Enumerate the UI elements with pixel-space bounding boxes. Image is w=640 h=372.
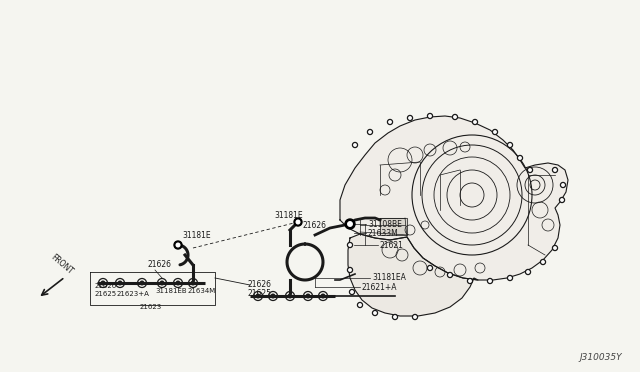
- Circle shape: [519, 157, 521, 159]
- Circle shape: [493, 129, 497, 135]
- Text: 21634M: 21634M: [188, 288, 216, 294]
- Text: 31181E: 31181E: [274, 211, 303, 220]
- Circle shape: [351, 291, 353, 293]
- Circle shape: [552, 246, 557, 250]
- Circle shape: [468, 280, 471, 282]
- Text: 21621: 21621: [380, 241, 404, 250]
- Circle shape: [452, 115, 458, 119]
- Circle shape: [349, 269, 351, 271]
- Circle shape: [429, 267, 431, 269]
- Circle shape: [306, 294, 310, 298]
- Text: J310035Y: J310035Y: [579, 353, 622, 362]
- Circle shape: [428, 266, 433, 270]
- Text: 21623: 21623: [140, 304, 163, 310]
- Circle shape: [509, 277, 511, 279]
- Circle shape: [349, 244, 351, 246]
- Circle shape: [296, 220, 300, 224]
- Circle shape: [413, 314, 417, 320]
- Circle shape: [494, 131, 496, 133]
- Circle shape: [345, 219, 355, 229]
- Circle shape: [561, 183, 566, 187]
- Circle shape: [525, 269, 531, 275]
- Circle shape: [474, 121, 476, 123]
- Text: 31181EB: 31181EB: [155, 288, 187, 294]
- Text: 21633M: 21633M: [368, 228, 399, 237]
- Circle shape: [348, 222, 352, 226]
- Circle shape: [354, 144, 356, 146]
- Text: 21626: 21626: [248, 280, 272, 289]
- Circle shape: [552, 167, 557, 173]
- Circle shape: [349, 289, 355, 295]
- Circle shape: [387, 119, 392, 125]
- Circle shape: [118, 281, 122, 285]
- Text: 31108BE: 31108BE: [368, 219, 402, 228]
- Circle shape: [374, 312, 376, 314]
- Circle shape: [518, 155, 522, 160]
- Text: 21626: 21626: [95, 283, 117, 289]
- Text: 21625: 21625: [95, 291, 117, 297]
- Circle shape: [541, 260, 545, 264]
- Circle shape: [408, 115, 413, 121]
- Circle shape: [508, 142, 513, 148]
- Circle shape: [369, 131, 371, 133]
- Circle shape: [367, 129, 372, 135]
- Circle shape: [140, 281, 144, 285]
- Circle shape: [527, 271, 529, 273]
- Circle shape: [529, 169, 531, 171]
- Circle shape: [542, 261, 544, 263]
- Circle shape: [454, 116, 456, 118]
- Text: 21621+A: 21621+A: [362, 282, 397, 292]
- Circle shape: [488, 279, 493, 283]
- Circle shape: [191, 281, 195, 285]
- Circle shape: [353, 142, 358, 148]
- Circle shape: [527, 167, 532, 173]
- Circle shape: [467, 279, 472, 283]
- Text: 21626: 21626: [148, 260, 172, 269]
- Circle shape: [294, 218, 302, 226]
- Text: 21625: 21625: [248, 289, 272, 298]
- Circle shape: [348, 243, 353, 247]
- Circle shape: [414, 316, 416, 318]
- Circle shape: [409, 117, 411, 119]
- Circle shape: [449, 274, 451, 276]
- Circle shape: [429, 115, 431, 117]
- Circle shape: [559, 198, 564, 202]
- Text: 21626: 21626: [303, 221, 327, 230]
- Text: 21623+A: 21623+A: [117, 291, 150, 297]
- Circle shape: [101, 281, 105, 285]
- Circle shape: [447, 273, 452, 278]
- Circle shape: [394, 316, 396, 318]
- Circle shape: [554, 169, 556, 171]
- Circle shape: [509, 144, 511, 146]
- Circle shape: [392, 314, 397, 320]
- Text: FRONT: FRONT: [49, 252, 75, 276]
- Circle shape: [348, 267, 353, 273]
- Circle shape: [388, 121, 391, 123]
- Circle shape: [428, 113, 433, 119]
- Text: 31181E: 31181E: [182, 231, 211, 240]
- Text: 31181EA: 31181EA: [372, 273, 406, 282]
- Circle shape: [176, 281, 180, 285]
- Circle shape: [372, 311, 378, 315]
- Circle shape: [271, 294, 275, 298]
- Circle shape: [358, 302, 362, 308]
- Circle shape: [174, 241, 182, 249]
- Circle shape: [472, 119, 477, 125]
- Polygon shape: [340, 116, 568, 280]
- Circle shape: [561, 199, 563, 201]
- Circle shape: [562, 184, 564, 186]
- Circle shape: [508, 276, 513, 280]
- Circle shape: [489, 280, 491, 282]
- Circle shape: [160, 281, 164, 285]
- Circle shape: [256, 294, 260, 298]
- Circle shape: [321, 294, 324, 298]
- Circle shape: [359, 304, 361, 306]
- Circle shape: [176, 243, 180, 247]
- Circle shape: [288, 294, 292, 298]
- Polygon shape: [380, 218, 407, 235]
- Polygon shape: [348, 234, 478, 316]
- Circle shape: [554, 247, 556, 249]
